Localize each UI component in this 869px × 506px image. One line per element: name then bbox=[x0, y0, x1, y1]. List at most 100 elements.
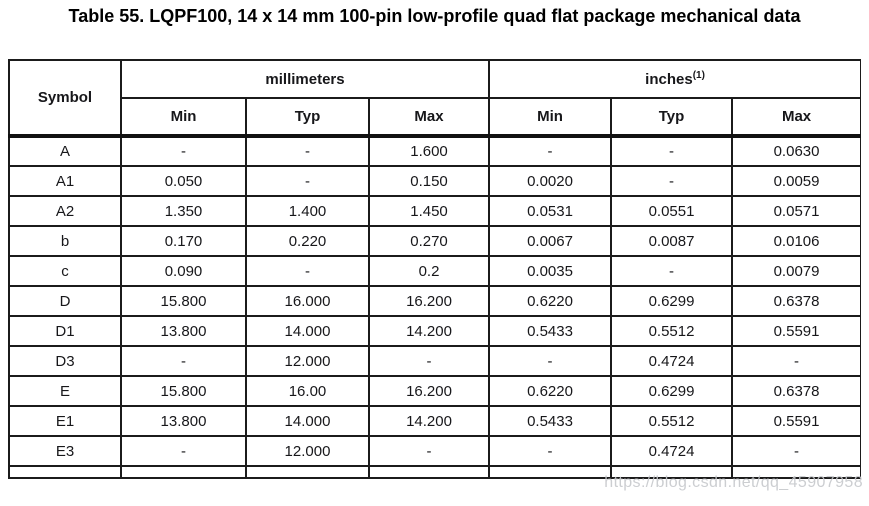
symbol-column-header: Symbol bbox=[8, 59, 122, 138]
mm-typ-header: Typ bbox=[245, 97, 370, 138]
value-cell: 0.0087 bbox=[610, 225, 734, 257]
table-caption-text: Table 55. LQPF100, 14 x 14 mm 100-pin lo… bbox=[68, 6, 801, 26]
mm-min-header: Min bbox=[120, 97, 247, 138]
table-row: D1 13.800 14.000 14.200 0.5433 0.5512 0.5591 bbox=[8, 315, 861, 347]
table-row: E3-12.000- -0.4724- bbox=[8, 435, 861, 467]
value-cell: 13.800 bbox=[120, 315, 247, 347]
table-row: A - -1.600- -0.0630 bbox=[8, 135, 861, 167]
value-cell: 1.350 bbox=[120, 195, 247, 227]
value-cell: 16.200 bbox=[367, 285, 491, 317]
value-cell: - bbox=[610, 135, 734, 167]
subheader-row: Min Typ Max Min Typ Max bbox=[9, 97, 861, 138]
millimeters-group-header: millimeters bbox=[119, 59, 491, 99]
value-cell: 1.600 bbox=[367, 135, 491, 167]
value-cell: 0.0630 bbox=[731, 135, 861, 167]
table-row: c 0.090-0.2 0.0035-0.0079 bbox=[8, 255, 861, 287]
value-cell: 15.800 bbox=[120, 285, 247, 317]
value-cell: 14.200 bbox=[367, 315, 491, 347]
value-cell: 16.000 bbox=[245, 285, 370, 317]
group-header-row: Symbol millimeters inches(1) bbox=[8, 59, 861, 138]
value-cell: - bbox=[245, 255, 370, 287]
table-body: A - -1.600- -0.0630 A1 0.050-0.150 0.0020-0.00… bbox=[8, 135, 861, 479]
value-cell: - bbox=[610, 165, 734, 197]
value-cell: 0.220 bbox=[245, 225, 370, 257]
symbol-cell: D bbox=[8, 285, 122, 317]
value-cell: - bbox=[488, 435, 613, 467]
value-cell: 0.0020 bbox=[488, 165, 613, 197]
mechanical-data-table-container: Symbol millimeters inches(1) Min Typ Max… bbox=[8, 59, 861, 506]
table-row: b 0.170 0.220 0.270 0.0067 0.0087 0.0106 bbox=[8, 225, 861, 257]
table-row: E1 13.800 14.000 14.200 0.5433 0.5512 0.5591 bbox=[8, 405, 861, 437]
cutoff-cell bbox=[488, 465, 613, 479]
value-cell: 0.5591 bbox=[731, 315, 861, 347]
table-caption: Table 55. LQPF100, 14 x 14 mm 100-pin lo… bbox=[0, 5, 869, 27]
value-cell: 0.270 bbox=[367, 225, 491, 257]
cutoff-cell bbox=[245, 465, 370, 479]
mechanical-data-table: Symbol millimeters inches(1) Min Typ Max… bbox=[8, 59, 861, 479]
value-cell: 12.000 bbox=[245, 435, 370, 467]
symbol-cell: A1 bbox=[8, 165, 122, 197]
value-cell: 15.800 bbox=[120, 375, 247, 407]
value-cell: 0.6378 bbox=[731, 285, 861, 317]
value-cell: - bbox=[245, 135, 370, 167]
value-cell: 14.000 bbox=[245, 315, 370, 347]
value-cell: 0.6299 bbox=[610, 285, 734, 317]
value-cell: 0.6220 bbox=[488, 285, 613, 317]
value-cell: 16.200 bbox=[367, 375, 491, 407]
value-cell: 12.000 bbox=[245, 345, 370, 377]
table-row: D 15.800 16.000 16.200 0.6220 0.6299 0.6378 bbox=[8, 285, 861, 317]
value-cell: 0.0079 bbox=[731, 255, 861, 287]
table-row: A1 0.050-0.150 0.0020-0.0059 bbox=[8, 165, 861, 197]
value-cell: - bbox=[367, 345, 491, 377]
value-cell: 0.170 bbox=[120, 225, 247, 257]
cutoff-cell bbox=[610, 465, 734, 479]
value-cell: - bbox=[245, 165, 370, 197]
value-cell: - bbox=[120, 435, 247, 467]
value-cell: 0.0571 bbox=[731, 195, 861, 227]
mm-max-header: Max bbox=[367, 97, 491, 138]
value-cell: - bbox=[120, 135, 247, 167]
in-typ-header: Typ bbox=[610, 97, 734, 138]
value-cell: - bbox=[731, 435, 861, 467]
value-cell: 0.6378 bbox=[731, 375, 861, 407]
value-cell: 1.450 bbox=[367, 195, 491, 227]
table-row: E 15.800 16.00 16.200 0.6220 0.6299 0.6378 bbox=[8, 375, 861, 407]
table-row: D3-12.000- -0.4724- bbox=[8, 345, 861, 377]
value-cell: 0.0067 bbox=[488, 225, 613, 257]
cutoff-cell bbox=[120, 465, 247, 479]
value-cell: 1.400 bbox=[245, 195, 370, 227]
cutoff-cell bbox=[367, 465, 491, 479]
symbol-cell: E3 bbox=[8, 435, 122, 467]
symbol-cell: A2 bbox=[8, 195, 122, 227]
value-cell: 0.5591 bbox=[731, 405, 861, 437]
value-cell: 0.5433 bbox=[488, 405, 613, 437]
value-cell: 0.5433 bbox=[488, 315, 613, 347]
value-cell: 0.6220 bbox=[488, 375, 613, 407]
value-cell: - bbox=[367, 435, 491, 467]
cutoff-cell bbox=[731, 465, 861, 479]
inches-label: inches bbox=[645, 70, 693, 88]
table-row: A2 1.350 1.400 1.450 0.0531 0.0551 0.0571 bbox=[8, 195, 861, 227]
value-cell: 0.0059 bbox=[731, 165, 861, 197]
value-cell: - bbox=[731, 345, 861, 377]
footnote-ref: (1) bbox=[692, 69, 705, 81]
in-min-header: Min bbox=[488, 97, 613, 138]
watermark: https://blog.csdn.net/qq_45907958 bbox=[604, 474, 863, 491]
cutoff-row bbox=[8, 465, 861, 479]
value-cell: - bbox=[610, 255, 734, 287]
value-cell: 14.000 bbox=[245, 405, 370, 437]
value-cell: 0.150 bbox=[367, 165, 491, 197]
value-cell: 0.050 bbox=[120, 165, 247, 197]
value-cell: 0.0531 bbox=[488, 195, 613, 227]
table-header: Symbol millimeters inches(1) Min Typ Max… bbox=[8, 59, 861, 138]
symbol-cell: A bbox=[8, 135, 122, 167]
in-max-header: Max bbox=[731, 97, 861, 138]
symbol-cell: E bbox=[8, 375, 122, 407]
value-cell: 0.5512 bbox=[610, 405, 734, 437]
inches-group-header: inches(1) bbox=[488, 59, 861, 99]
symbol-cell: b bbox=[8, 225, 122, 257]
value-cell: 0.4724 bbox=[610, 435, 734, 467]
symbol-cell: D1 bbox=[8, 315, 122, 347]
value-cell: 0.0106 bbox=[731, 225, 861, 257]
